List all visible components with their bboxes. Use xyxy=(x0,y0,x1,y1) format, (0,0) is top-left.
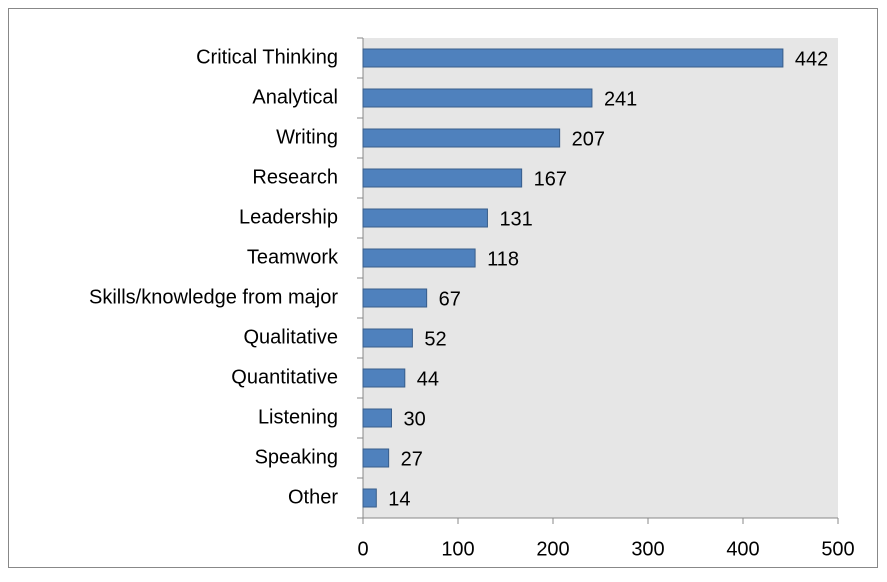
value-label: 67 xyxy=(439,288,461,310)
bar xyxy=(362,288,428,308)
y-tick-label: Other xyxy=(288,486,338,508)
value-label: 167 xyxy=(534,168,567,190)
value-label: 442 xyxy=(795,48,828,70)
y-tick-label: Speaking xyxy=(255,446,338,468)
y-tick-label: Qualitative xyxy=(244,326,339,348)
y-tick-label: Skills/knowledge from major xyxy=(89,286,338,308)
x-tick-label: 0 xyxy=(357,538,368,560)
y-tick-label: Research xyxy=(252,166,338,188)
y-tick-label: Analytical xyxy=(252,86,338,108)
x-tick-label: 300 xyxy=(631,538,664,560)
value-label: 52 xyxy=(424,328,446,350)
y-tick-label: Critical Thinking xyxy=(196,46,338,68)
y-tick-label: Writing xyxy=(276,126,338,148)
bar xyxy=(362,328,413,348)
bar xyxy=(362,248,476,268)
bar xyxy=(362,208,488,228)
value-label: 27 xyxy=(401,448,423,470)
bar xyxy=(362,408,392,428)
bar xyxy=(362,48,784,68)
x-tick-label: 100 xyxy=(441,538,474,560)
bar xyxy=(362,168,523,188)
plot-area xyxy=(363,38,838,518)
y-tick-label: Listening xyxy=(258,406,338,428)
y-tick-label: Teamwork xyxy=(247,246,339,268)
value-label: 30 xyxy=(404,408,426,430)
value-label: 131 xyxy=(499,208,532,230)
bar xyxy=(362,368,406,388)
value-label: 241 xyxy=(604,88,637,110)
x-tick-label: 400 xyxy=(726,538,759,560)
bar xyxy=(362,488,377,508)
value-label: 14 xyxy=(388,488,410,510)
y-tick-label: Leadership xyxy=(239,206,338,228)
bar xyxy=(362,448,390,468)
y-tick-label: Quantitative xyxy=(231,366,338,388)
x-tick-label: 200 xyxy=(536,538,569,560)
value-label: 44 xyxy=(417,368,439,390)
value-label: 207 xyxy=(572,128,605,150)
bar xyxy=(362,88,593,108)
bar xyxy=(362,128,561,148)
value-label: 118 xyxy=(487,248,519,270)
x-tick-label: 500 xyxy=(821,538,854,560)
